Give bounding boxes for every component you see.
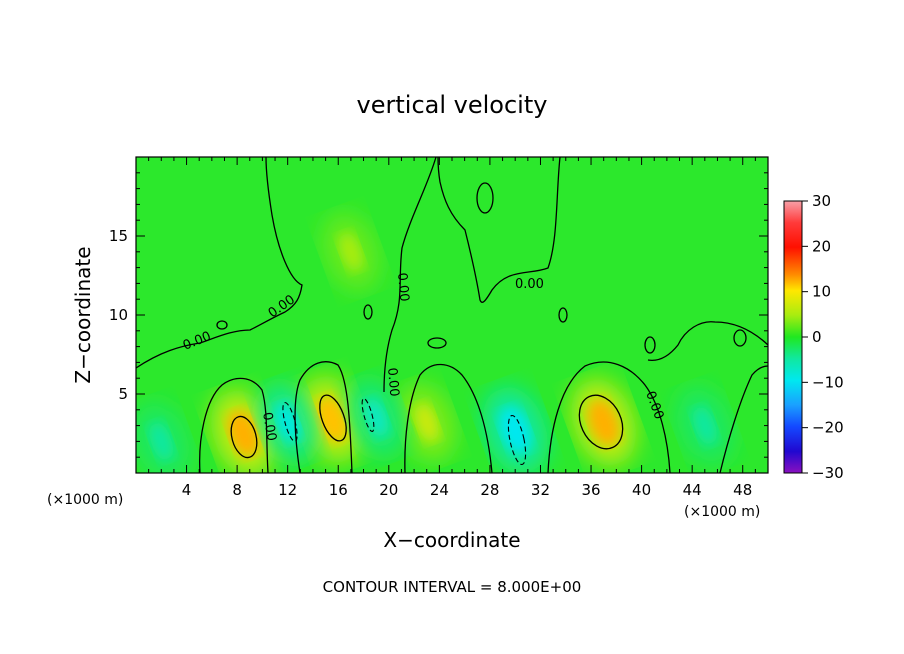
colorbar-gradient [783, 200, 803, 474]
plot-area [136, 157, 768, 473]
colorbar-tick-label-1: 20 [812, 237, 831, 255]
x-tick-label-24: 24 [430, 481, 449, 499]
colorbar: 30 20 10 0 −10 −20 −30 [783, 192, 844, 482]
x-tick-label-48: 48 [733, 481, 752, 499]
updraft-core-1 [227, 410, 259, 457]
x-axis-label: X−coordinate [383, 528, 520, 552]
x-tick-label-28: 28 [480, 481, 499, 499]
updraft-core-5 [339, 232, 363, 271]
updraft-contour-1 [230, 415, 258, 459]
x-tick-label-32: 32 [531, 481, 550, 499]
contour-label-3: 0.00 [394, 272, 411, 302]
downdraft-contour-1 [282, 402, 298, 442]
small-contour-c [558, 307, 568, 323]
colorbar-tick-label-5: −20 [812, 419, 844, 437]
negative-contours [282, 397, 527, 466]
x-tick-label-4: 4 [182, 481, 192, 499]
updraft-core-3 [415, 403, 439, 442]
y-tick-label-10: 10 [109, 306, 128, 324]
x-tick-label-12: 12 [278, 481, 297, 499]
updraft-contour-3 [578, 394, 624, 450]
x-tick-label-36: 36 [581, 481, 600, 499]
downdraft-core-8 [499, 407, 531, 454]
zero-contour-bottom-right [547, 361, 671, 473]
contour-label-4: 0.00 [515, 277, 544, 292]
x-tick-label-8: 8 [232, 481, 242, 499]
x-tick-label-40: 40 [632, 481, 651, 499]
chart-title: vertical velocity [357, 91, 548, 119]
y-axis-label: Z−coordinate [71, 246, 95, 383]
small-contour-top [476, 182, 494, 214]
contour-label-5: 0.00 [384, 367, 401, 397]
contour-lines [136, 157, 768, 473]
x-tick-label-20: 20 [379, 481, 398, 499]
zero-contour-bottom-left [199, 377, 269, 473]
x-unit-right: (×1000 m) [684, 504, 760, 520]
x-axis: 4 8 12 16 20 24 28 32 36 40 44 48 [148, 157, 756, 499]
colorbar-tick-label-2: 10 [812, 283, 831, 301]
updraft-contour-2 [319, 394, 347, 442]
zero-contour-upper-left [136, 157, 303, 369]
contour-label-6: 0.00 [259, 411, 279, 442]
colorbar-tick-label-0: 30 [812, 192, 831, 210]
zero-contour-center [383, 157, 437, 393]
x-unit-left: (×1000 m) [47, 492, 123, 508]
small-contour-e [733, 329, 747, 347]
colorbar-ticks: 30 20 10 0 −10 −20 −30 [802, 192, 844, 482]
downdraft-contour-3 [507, 414, 527, 466]
y-tick-label-5: 5 [118, 385, 128, 403]
colorbar-tick-label-6: −30 [812, 464, 844, 482]
zero-contour-right-mid [647, 321, 768, 361]
downdraft-core-6 [276, 403, 300, 442]
zero-contour-far-right [719, 365, 768, 473]
small-contour-b [363, 304, 373, 320]
zero-contour-right-top [437, 157, 561, 303]
x-tick-label-44: 44 [683, 481, 702, 499]
downdraft-core-9 [149, 422, 173, 461]
x-tick-label-16: 16 [329, 481, 348, 499]
downdraft-core-10 [693, 406, 717, 445]
small-contour-d [644, 336, 656, 354]
velocity-field [136, 213, 733, 473]
updraft-core-4 [588, 399, 620, 446]
zero-contour-bottom-mid2 [404, 363, 493, 473]
y-axis: 5 10 15 [109, 172, 768, 458]
y-tick-label-15: 15 [109, 227, 128, 245]
updraft-core-2 [316, 396, 348, 443]
downdraft-contour-2 [361, 397, 375, 433]
colorbar-tick-label-4: −10 [812, 373, 844, 391]
small-contour-f [216, 320, 228, 330]
colorbar-tick-label-3: 0 [812, 328, 822, 346]
small-contour-a [427, 337, 447, 349]
contour-interval-note: CONTOUR INTERVAL = 8.000E+00 [323, 578, 582, 596]
